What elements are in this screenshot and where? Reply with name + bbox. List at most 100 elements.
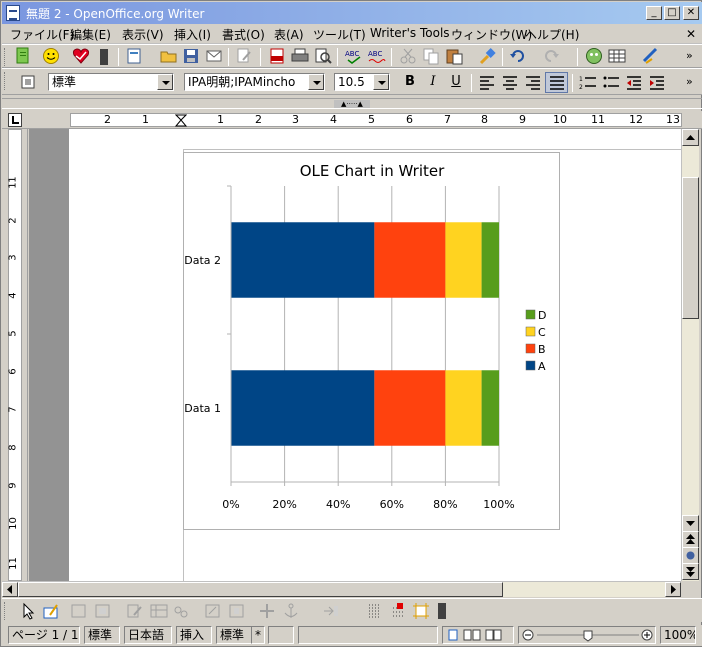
spellcheck-icon[interactable]: ABC — [345, 47, 363, 65]
vertical-ruler[interactable]: 1 1 2 3 4 5 6 7 8 9 10 11 — [2, 129, 28, 581]
navigation-button[interactable] — [682, 547, 699, 564]
increase-indent-icon[interactable] — [648, 74, 666, 92]
insert-mode-indicator[interactable]: 挿入 — [176, 626, 212, 644]
menu-writers-tools[interactable]: Writer's Tools — [370, 26, 450, 40]
toolbar-handle[interactable] — [4, 48, 7, 66]
zoom-slider[interactable] — [518, 626, 656, 644]
vertical-scroll-thumb[interactable] — [682, 177, 699, 319]
bullets-icon[interactable] — [602, 74, 620, 92]
menu-file[interactable]: ファイル(F) — [10, 28, 75, 42]
new-template-icon[interactable] — [126, 47, 144, 65]
grid-icon[interactable] — [366, 602, 384, 620]
menu-table[interactable]: 表(A) — [274, 28, 304, 42]
toolbar-handle[interactable] — [4, 602, 7, 620]
horizontal-ruler[interactable]: 2 1 1 2 3 4 5 6 7 8 9 10 11 12 13 — [2, 111, 702, 129]
edit-icon[interactable] — [126, 602, 144, 620]
close-document-button[interactable]: ✕ — [685, 27, 696, 41]
vertical-scrollbar[interactable] — [681, 129, 699, 581]
tab-type-selector[interactable] — [8, 113, 22, 127]
indent-marker-icon[interactable] — [175, 114, 187, 127]
selection-mode-indicator[interactable]: 標準 — [216, 626, 252, 644]
anchor-icon[interactable] — [282, 602, 300, 620]
new-document-icon[interactable] — [14, 47, 32, 65]
underline-button[interactable]: U — [451, 74, 461, 89]
styles-formatting-icon[interactable] — [20, 73, 38, 91]
format-paintbrush-icon[interactable] — [478, 47, 496, 65]
open-folder-icon[interactable] — [160, 47, 178, 65]
paragraph-style-dropdown[interactable]: 標準 — [48, 73, 174, 91]
zoom-value[interactable]: 100% — [660, 626, 696, 644]
collapse-handle[interactable]: ▲·····▲ — [334, 100, 370, 108]
email-icon[interactable] — [205, 47, 223, 65]
scroll-up-button[interactable] — [682, 129, 699, 146]
print-preview-icon[interactable] — [314, 47, 332, 65]
align-objects-icon[interactable] — [258, 602, 276, 620]
align-justify-icon[interactable] — [548, 74, 566, 92]
horizontal-scroll-thumb[interactable] — [18, 582, 503, 597]
menu-window[interactable]: ウィンドウ(W) — [451, 28, 533, 42]
align-center-icon[interactable] — [501, 74, 519, 92]
toolbar-more-icon[interactable]: » — [686, 49, 693, 62]
page-style-indicator[interactable]: 標準 — [84, 626, 120, 644]
book-view-icon[interactable] — [485, 629, 503, 641]
toolbar-overflow-handle[interactable] — [100, 49, 108, 65]
copy-icon[interactable] — [422, 47, 440, 65]
toolbar-collapse-strip[interactable]: ▲·····▲ — [2, 98, 702, 109]
language-indicator[interactable]: 日本語 — [124, 626, 172, 644]
toolbar-handle[interactable] — [4, 72, 7, 90]
object-icon[interactable] — [94, 602, 112, 620]
smiley-icon[interactable] — [42, 47, 60, 65]
minimize-button[interactable]: _ — [646, 6, 662, 20]
toolbar-overflow-handle[interactable] — [438, 603, 446, 619]
document-area[interactable]: OLE Chart in Writer 0% 20% 40% 60% 80% 100% Da… — [29, 129, 681, 581]
align-left-icon[interactable] — [478, 74, 496, 92]
font-size-dropdown[interactable]: 10.5 — [334, 73, 390, 91]
maximize-button[interactable]: □ — [664, 6, 680, 20]
cut-icon[interactable] — [399, 47, 417, 65]
autospellcheck-icon[interactable]: ABC — [368, 47, 386, 65]
menu-format[interactable]: 書式(O) — [222, 28, 265, 42]
menu-tools[interactable]: ツール(T) — [313, 28, 366, 42]
scroll-down-button[interactable] — [682, 515, 699, 532]
align-right-icon[interactable] — [524, 74, 542, 92]
font-name-dropdown[interactable]: IPA明朝;IPAMincho — [184, 73, 325, 91]
heart-icon[interactable] — [72, 47, 90, 65]
wrap-icon[interactable] — [204, 602, 222, 620]
horizontal-scrollbar[interactable] — [2, 581, 681, 597]
scroll-right-button[interactable] — [665, 582, 681, 597]
chain-icon[interactable] — [172, 602, 190, 620]
insert-text-frame-icon[interactable] — [42, 602, 60, 620]
decrease-indent-icon[interactable] — [625, 74, 643, 92]
paste-icon[interactable] — [445, 47, 463, 65]
next-page-button[interactable] — [682, 563, 699, 580]
menu-help[interactable]: ヘルプ(H) — [525, 28, 580, 42]
redo-icon[interactable] — [542, 47, 560, 65]
numbering-icon[interactable]: 12 — [579, 74, 597, 92]
menu-edit[interactable]: 編集(E) — [70, 28, 111, 42]
toolbar-more-icon[interactable]: » — [686, 75, 693, 88]
insert-table-icon[interactable] — [608, 47, 626, 65]
single-page-view-icon[interactable] — [447, 629, 459, 641]
bold-button[interactable]: B — [405, 74, 415, 89]
show-draw-functions-icon[interactable] — [642, 47, 660, 65]
snap-to-grid-icon[interactable] — [390, 602, 408, 620]
previous-page-button[interactable] — [682, 531, 699, 548]
wrap-through-icon[interactable] — [228, 602, 246, 620]
scroll-left-button[interactable] — [2, 582, 18, 597]
close-button[interactable]: ✕ — [683, 6, 699, 20]
title-bar[interactable]: 無題 2 - OpenOffice.org Writer _ □ ✕ — [2, 2, 702, 24]
frame-border-icon[interactable] — [412, 602, 430, 620]
undo-icon[interactable] — [509, 47, 527, 65]
frame-icon[interactable] — [70, 602, 88, 620]
export-pdf-icon[interactable] — [268, 47, 286, 65]
select-pointer-icon[interactable] — [20, 602, 38, 620]
multi-page-view-icon[interactable] — [463, 629, 481, 641]
menu-insert[interactable]: 挿入(I) — [174, 28, 211, 42]
page-indicator[interactable]: ページ 1 / 1 — [8, 626, 80, 644]
print-icon[interactable] — [291, 47, 309, 65]
edit-file-icon[interactable] — [235, 47, 253, 65]
arrange-icon[interactable] — [322, 602, 340, 620]
navigator-icon[interactable] — [585, 47, 603, 65]
menu-view[interactable]: 表示(V) — [122, 28, 164, 42]
save-icon[interactable] — [182, 47, 200, 65]
